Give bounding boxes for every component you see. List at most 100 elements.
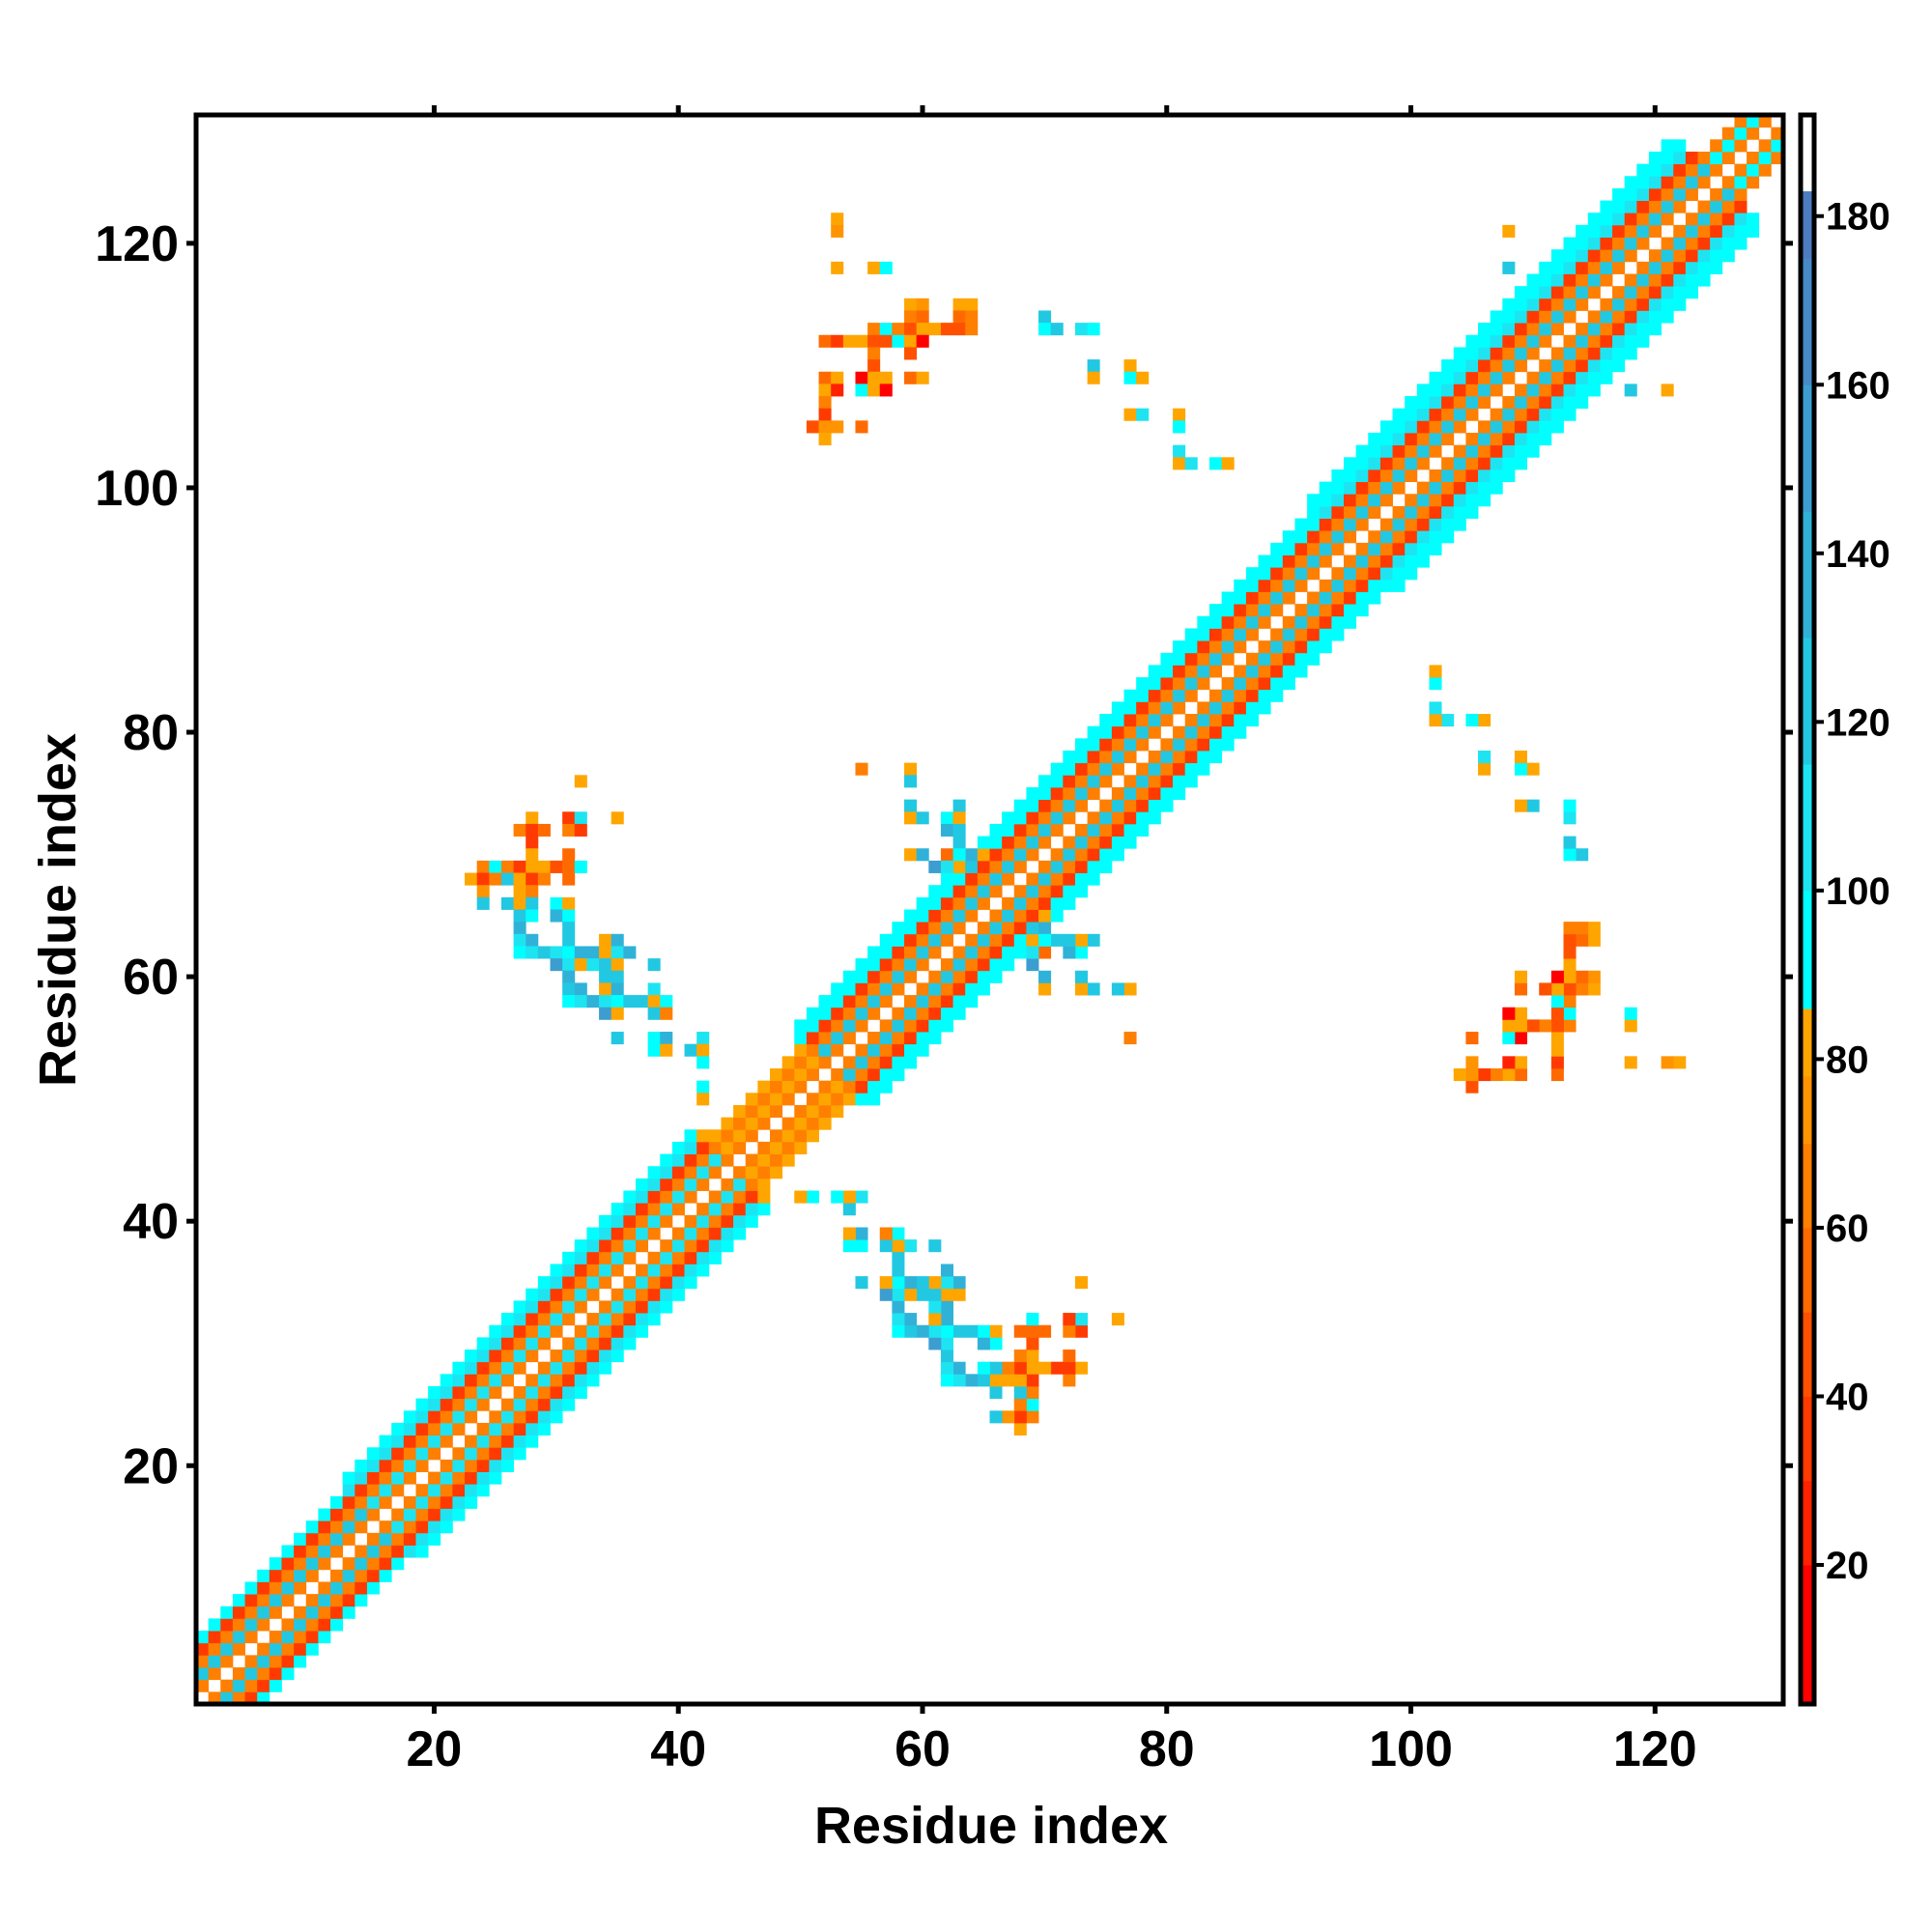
heatmap-cell bbox=[1648, 224, 1662, 238]
heatmap-cell bbox=[818, 371, 832, 384]
colorbar-tick-label: 180 bbox=[1826, 196, 1890, 239]
heatmap-cell bbox=[1099, 751, 1113, 764]
heatmap-cell bbox=[1123, 786, 1137, 801]
heatmap-cell bbox=[1344, 567, 1357, 581]
heatmap-cell bbox=[318, 1618, 331, 1632]
heatmap-cell bbox=[781, 1056, 795, 1069]
heatmap-cell bbox=[500, 1435, 514, 1448]
heatmap-cell bbox=[1416, 444, 1430, 458]
heatmap-cell bbox=[599, 995, 612, 1009]
heatmap-cell bbox=[1600, 213, 1613, 226]
heatmap-cell bbox=[574, 1251, 587, 1264]
heatmap-cell bbox=[928, 1019, 942, 1033]
heatmap-cell bbox=[1148, 725, 1161, 739]
heatmap-cell bbox=[623, 1313, 637, 1326]
heatmap-cell bbox=[244, 1618, 258, 1632]
heatmap-cell bbox=[537, 1276, 551, 1290]
heatmap-cell bbox=[1123, 836, 1137, 849]
heatmap-cell bbox=[1208, 714, 1223, 727]
heatmap-cell bbox=[294, 1618, 307, 1632]
heatmap-cell bbox=[1563, 396, 1577, 410]
heatmap-cell bbox=[1355, 604, 1369, 617]
colorbar-segment bbox=[1801, 1480, 1814, 1566]
heatmap-cell bbox=[1026, 1350, 1039, 1363]
heatmap-cell bbox=[305, 1557, 319, 1571]
colorbar-segment bbox=[1801, 763, 1814, 892]
heatmap-cell bbox=[831, 1080, 844, 1094]
heatmap-cell bbox=[1697, 237, 1711, 250]
heatmap-cell bbox=[500, 896, 514, 910]
heatmap-cell bbox=[1050, 933, 1064, 947]
heatmap-cell bbox=[440, 1374, 453, 1387]
heatmap-cell bbox=[1685, 224, 1698, 238]
heatmap-cell bbox=[757, 1117, 771, 1130]
heatmap-cell bbox=[440, 1386, 453, 1400]
heatmap-cell bbox=[330, 1545, 344, 1558]
heatmap-cell bbox=[879, 1068, 893, 1082]
heatmap-cell bbox=[660, 1203, 673, 1216]
heatmap-cell bbox=[671, 1288, 685, 1301]
heatmap-cell bbox=[1184, 628, 1198, 641]
heatmap-cell bbox=[940, 860, 953, 873]
heatmap-cell bbox=[1160, 799, 1174, 812]
heatmap-cell bbox=[904, 347, 918, 360]
heatmap-cell bbox=[1526, 273, 1540, 287]
heatmap-cell bbox=[526, 836, 539, 849]
heatmap-cell bbox=[1221, 457, 1235, 470]
heatmap-cell bbox=[794, 1117, 808, 1130]
heatmap-cell bbox=[721, 1214, 734, 1228]
heatmap-cell bbox=[940, 872, 953, 886]
heatmap-cell bbox=[550, 1264, 563, 1277]
heatmap-cell bbox=[1514, 751, 1527, 764]
heatmap-cell bbox=[562, 1374, 576, 1387]
heatmap-cell bbox=[526, 811, 539, 825]
heatmap-cell bbox=[586, 1361, 600, 1375]
heatmap-cell bbox=[733, 1104, 747, 1119]
heatmap-cell bbox=[904, 909, 918, 923]
heatmap-cell bbox=[671, 1276, 685, 1290]
heatmap-cell bbox=[867, 970, 881, 983]
colorbar-tick-label: 140 bbox=[1826, 533, 1890, 576]
heatmap-cell bbox=[366, 1508, 380, 1521]
heatmap-cell bbox=[1013, 848, 1027, 862]
heatmap-cell bbox=[1026, 922, 1039, 935]
heatmap-cell bbox=[733, 1227, 747, 1240]
heatmap-cell bbox=[550, 1300, 563, 1314]
heatmap-cell bbox=[1612, 200, 1626, 213]
heatmap-cell bbox=[318, 1508, 331, 1521]
heatmap-cell bbox=[904, 933, 918, 947]
heatmap-cell bbox=[1685, 151, 1698, 165]
heatmap-cell bbox=[1270, 567, 1284, 581]
heatmap-cell bbox=[465, 1495, 478, 1509]
heatmap-cell bbox=[1648, 273, 1662, 287]
heatmap-cell bbox=[1234, 615, 1247, 629]
heatmap-cell bbox=[1344, 505, 1357, 519]
heatmap-cell bbox=[1550, 1019, 1564, 1033]
heatmap-cell bbox=[440, 1508, 453, 1521]
heatmap-cell bbox=[1319, 494, 1332, 507]
heatmap-cell bbox=[1087, 872, 1100, 886]
heatmap-cell bbox=[1123, 359, 1137, 373]
heatmap-cell bbox=[1429, 444, 1442, 458]
heatmap-cell bbox=[684, 1141, 697, 1154]
heatmap-cell bbox=[1416, 542, 1430, 555]
heatmap-cell bbox=[892, 922, 905, 935]
heatmap-cell bbox=[1661, 286, 1674, 299]
heatmap-cell bbox=[1453, 408, 1466, 421]
heatmap-cell bbox=[794, 1019, 808, 1033]
heatmap-cell bbox=[562, 1300, 576, 1314]
heatmap-cell bbox=[526, 1313, 539, 1326]
heatmap-cell bbox=[196, 1655, 210, 1668]
heatmap-cell bbox=[611, 1007, 624, 1020]
heatmap-cell bbox=[818, 408, 832, 421]
y-tick-label: 120 bbox=[95, 216, 179, 272]
heatmap-cell bbox=[1550, 995, 1564, 1009]
heatmap-cell bbox=[867, 334, 881, 348]
heatmap-cell bbox=[1441, 433, 1455, 446]
heatmap-cell bbox=[1074, 799, 1089, 812]
heatmap-cell bbox=[1648, 323, 1662, 336]
heatmap-cell bbox=[1392, 505, 1406, 519]
heatmap-cell bbox=[1282, 628, 1295, 641]
heatmap-cell bbox=[586, 1276, 600, 1290]
heatmap-cell bbox=[1197, 640, 1210, 654]
